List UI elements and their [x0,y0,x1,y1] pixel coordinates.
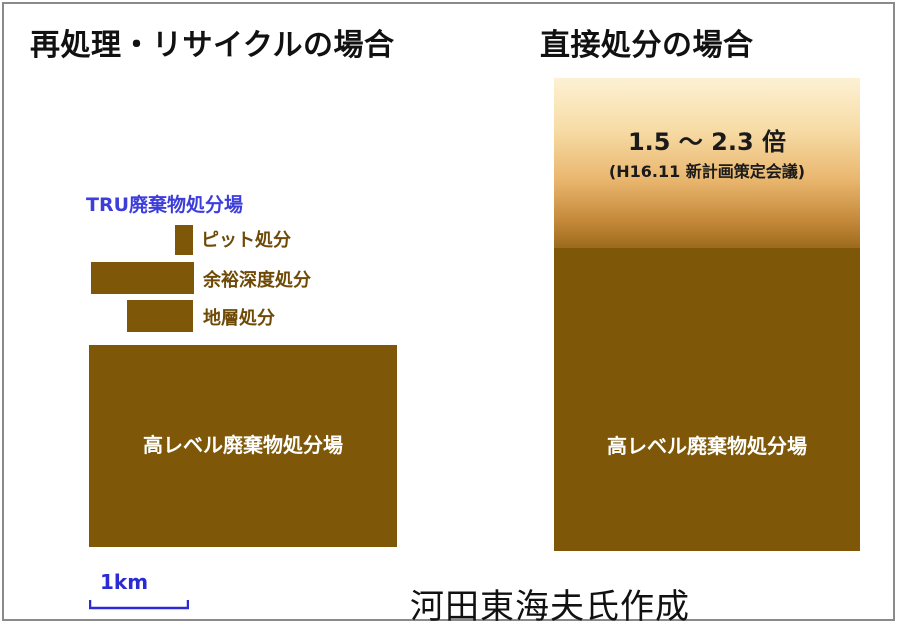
scale-label: 1km [100,570,149,594]
intermediate-depth-disposal-label: 余裕深度処分 [203,270,311,291]
geological-disposal-label: 地層処分 [203,308,275,329]
left-panel-heading: 再処理・リサイクルの場合 [30,28,395,63]
right-panel-heading: 直接処分の場合 [540,28,754,63]
ratio-source-text: (H16.11 新計画策定会議) [608,162,806,181]
additional-area-range-block: 1.5 ～ 2.3 倍 (H16.11 新計画策定会議) [554,78,860,248]
area-ratio-text: 1.5 ～ 2.3 倍 [627,128,787,156]
scale-bar [89,600,189,610]
right-hlw-disposal-label: 高レベル廃棄物処分場 [607,434,807,458]
tru-disposal-title: TRU廃棄物処分場 [86,194,244,216]
pit-disposal-label: ピット処分 [201,230,291,251]
figure-frame [2,2,895,621]
pit-disposal-block [175,225,193,255]
left-hlw-disposal-label: 高レベル廃棄物処分場 [143,433,343,457]
intermediate-depth-disposal-block [91,262,194,294]
left-hlw-disposal-block: 高レベル廃棄物処分場 [89,345,397,547]
geological-disposal-block [127,300,193,332]
right-hlw-disposal-block: 高レベル廃棄物処分場 [554,248,860,551]
credit-text: 河田東海夫氏作成 [410,587,690,627]
